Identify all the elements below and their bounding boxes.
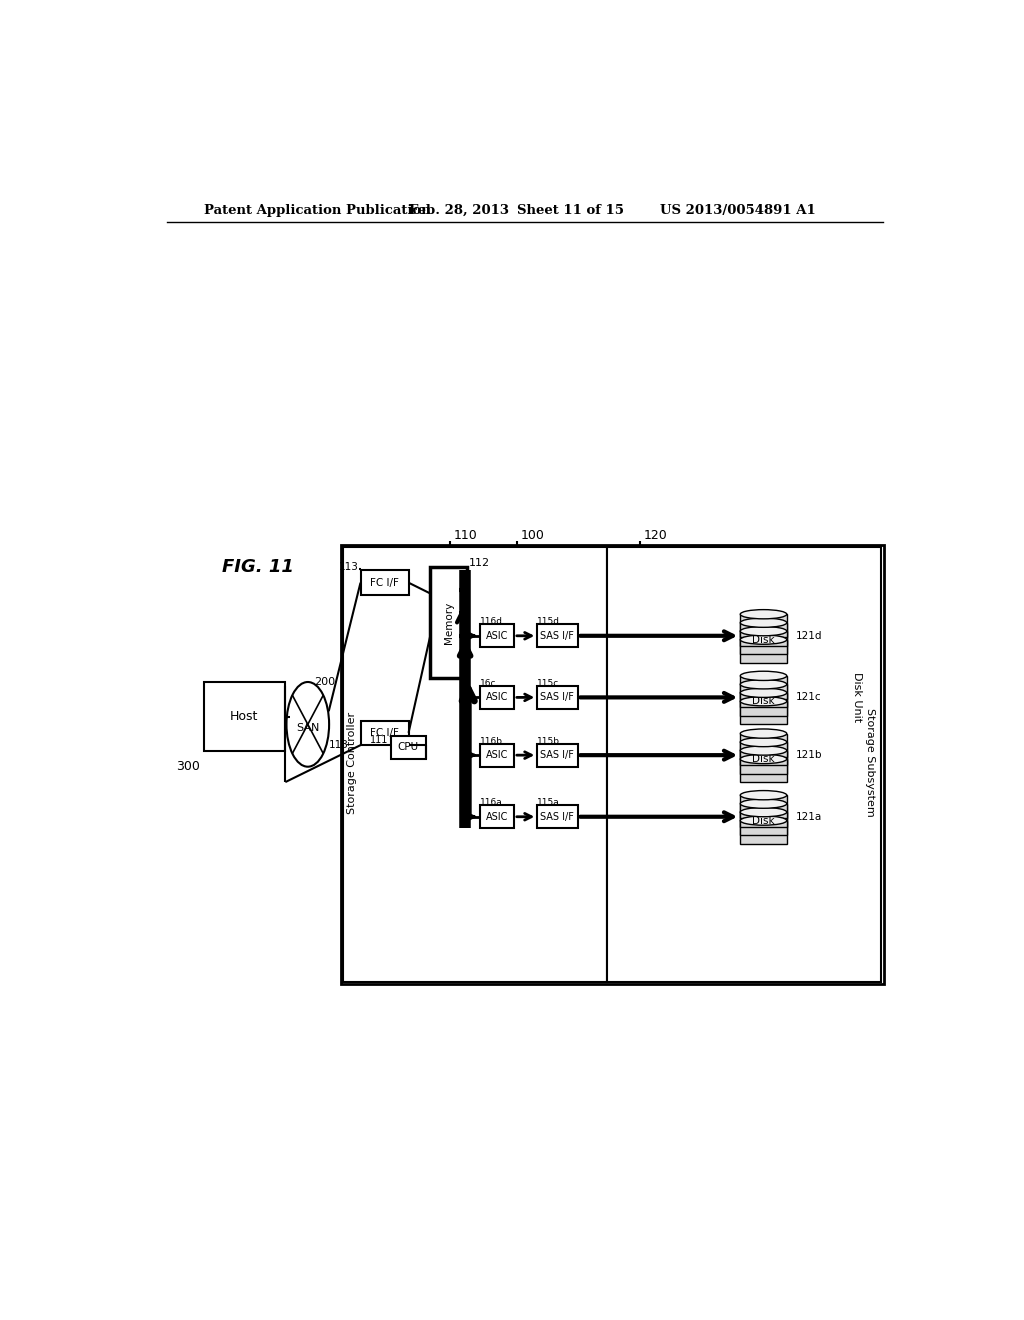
Text: SAN: SAN <box>296 723 319 733</box>
Ellipse shape <box>740 610 786 619</box>
Ellipse shape <box>740 729 786 738</box>
Bar <box>740 693 786 715</box>
Text: 111: 111 <box>370 735 388 744</box>
Text: 121d: 121d <box>796 631 822 640</box>
Bar <box>740 742 786 766</box>
Ellipse shape <box>740 746 786 755</box>
Ellipse shape <box>740 791 786 800</box>
Bar <box>740 701 786 725</box>
Bar <box>538 805 578 829</box>
Text: Disk: Disk <box>753 635 775 644</box>
Bar <box>360 570 409 595</box>
Text: 120: 120 <box>643 529 667 543</box>
Text: ASIC: ASIC <box>485 750 508 760</box>
Ellipse shape <box>740 799 786 808</box>
Text: Disk: Disk <box>753 754 775 764</box>
Text: 115a: 115a <box>538 799 560 808</box>
Text: Storage Controller: Storage Controller <box>347 711 357 814</box>
Text: 113: 113 <box>339 562 359 573</box>
Bar <box>538 743 578 767</box>
Text: SAS I/F: SAS I/F <box>541 812 574 822</box>
Text: 200: 200 <box>314 677 335 686</box>
Ellipse shape <box>740 697 786 706</box>
Text: Patent Application Publication: Patent Application Publication <box>204 205 431 218</box>
Ellipse shape <box>740 627 786 636</box>
Text: Host: Host <box>230 710 258 723</box>
Bar <box>538 624 578 647</box>
Text: 121b: 121b <box>796 750 822 760</box>
Bar <box>740 623 786 645</box>
Bar <box>538 686 578 709</box>
Text: Feb. 28, 2013: Feb. 28, 2013 <box>409 205 509 218</box>
Bar <box>740 821 786 843</box>
Bar <box>343 548 607 982</box>
Ellipse shape <box>740 738 786 747</box>
Bar <box>480 624 514 647</box>
Bar <box>740 684 786 708</box>
Text: FC I/F: FC I/F <box>370 727 399 738</box>
Text: 116b: 116b <box>480 737 503 746</box>
Text: 115c: 115c <box>538 678 559 688</box>
Text: ASIC: ASIC <box>485 812 508 822</box>
Text: SAS I/F: SAS I/F <box>541 693 574 702</box>
Text: 113: 113 <box>329 741 349 750</box>
Ellipse shape <box>740 688 786 697</box>
Text: Disk: Disk <box>753 816 775 825</box>
Ellipse shape <box>740 680 786 689</box>
Bar <box>204 682 286 751</box>
Text: Storage Subsystem: Storage Subsystem <box>865 709 876 817</box>
Text: US 2013/0054891 A1: US 2013/0054891 A1 <box>659 205 815 218</box>
Text: 115b: 115b <box>538 737 560 746</box>
Ellipse shape <box>740 808 786 817</box>
Text: FIG. 11: FIG. 11 <box>222 557 294 576</box>
Bar <box>740 812 786 836</box>
Text: Disk Unit: Disk Unit <box>852 672 861 722</box>
Ellipse shape <box>740 618 786 627</box>
Text: 16c: 16c <box>480 678 497 688</box>
Bar <box>341 545 884 983</box>
Bar <box>740 751 786 774</box>
Bar <box>740 631 786 655</box>
Text: Sheet 11 of 15: Sheet 11 of 15 <box>517 205 624 218</box>
Bar <box>480 743 514 767</box>
Bar <box>740 795 786 818</box>
Text: 110: 110 <box>454 529 477 543</box>
Bar <box>391 737 426 759</box>
Ellipse shape <box>740 755 786 763</box>
Ellipse shape <box>740 816 786 825</box>
Bar <box>740 640 786 663</box>
Bar <box>740 676 786 700</box>
Text: 300: 300 <box>176 760 200 774</box>
Text: Disk: Disk <box>753 696 775 706</box>
Text: SAS I/F: SAS I/F <box>541 631 574 640</box>
Text: 121c: 121c <box>796 693 821 702</box>
Bar <box>430 566 467 678</box>
Text: ASIC: ASIC <box>485 693 508 702</box>
Bar <box>740 614 786 638</box>
Text: 115d: 115d <box>538 618 560 627</box>
Text: 112: 112 <box>469 558 490 569</box>
Text: CPU: CPU <box>397 742 419 752</box>
Ellipse shape <box>740 635 786 644</box>
Text: 116a: 116a <box>480 799 503 808</box>
Bar <box>360 721 409 744</box>
Bar <box>480 805 514 829</box>
Text: SAS I/F: SAS I/F <box>541 750 574 760</box>
Text: 116d: 116d <box>480 618 503 627</box>
Bar <box>740 734 786 756</box>
Text: 100: 100 <box>521 529 545 543</box>
Text: 121a: 121a <box>796 812 822 822</box>
Bar <box>740 804 786 826</box>
Ellipse shape <box>740 672 786 681</box>
Text: FC I/F: FC I/F <box>370 578 399 587</box>
Bar <box>607 548 881 982</box>
Text: Memory: Memory <box>443 602 454 644</box>
Bar <box>480 686 514 709</box>
Bar <box>740 759 786 781</box>
Text: ASIC: ASIC <box>485 631 508 640</box>
